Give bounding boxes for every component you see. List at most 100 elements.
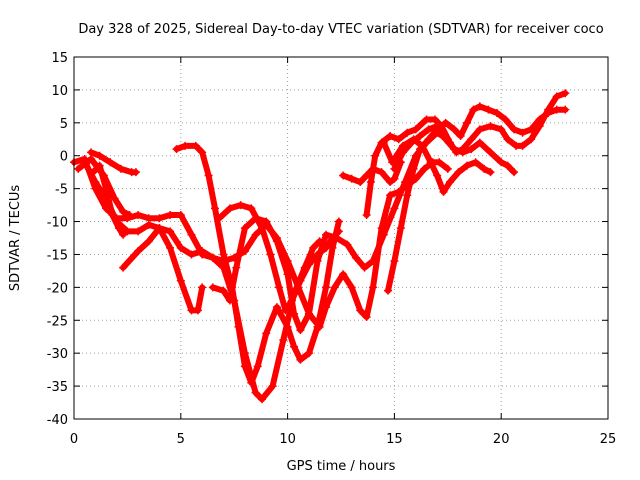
- data-point: [377, 168, 386, 177]
- data-point: [114, 224, 123, 233]
- data-point: [426, 158, 435, 167]
- data-point: [74, 164, 83, 173]
- data-point: [518, 128, 527, 137]
- data-point: [416, 131, 425, 140]
- data-point: [424, 125, 433, 134]
- data-point: [330, 283, 339, 292]
- y-tick-label: -30: [47, 347, 68, 362]
- x-tick-label: 10: [279, 432, 296, 447]
- data-point: [475, 125, 484, 134]
- data-point: [390, 257, 399, 266]
- data-point: [272, 237, 281, 246]
- data-point: [290, 309, 299, 318]
- data-point: [356, 306, 365, 315]
- data-point: [240, 224, 249, 233]
- data-point: [236, 201, 245, 210]
- data-point: [475, 102, 484, 111]
- y-tick-label: 15: [51, 51, 68, 66]
- data-point: [116, 164, 125, 173]
- data-point: [95, 161, 104, 170]
- y-tick-label: -10: [47, 216, 68, 231]
- data-point: [234, 322, 243, 331]
- data-point: [134, 227, 143, 236]
- data-point: [283, 270, 292, 279]
- data-point: [119, 263, 128, 272]
- data-point: [176, 276, 185, 285]
- data-point: [390, 174, 399, 183]
- data-point: [435, 158, 444, 167]
- data-point: [134, 247, 143, 256]
- data-point: [456, 131, 465, 140]
- data-point: [409, 164, 418, 173]
- data-point: [172, 145, 181, 154]
- data-point: [251, 230, 260, 239]
- data-point: [390, 204, 399, 213]
- data-point: [416, 145, 425, 154]
- data-point: [187, 230, 196, 239]
- data-point: [561, 105, 570, 114]
- data-point: [347, 174, 356, 183]
- data-point: [510, 125, 519, 134]
- data-point: [210, 204, 219, 213]
- data-point: [181, 141, 190, 150]
- x-tick-label: 0: [70, 432, 78, 447]
- data-point: [486, 168, 495, 177]
- data-point: [144, 237, 153, 246]
- data-point: [119, 230, 128, 239]
- data-point: [225, 204, 234, 213]
- data-point: [322, 243, 331, 252]
- series-track-14: [385, 103, 569, 294]
- data-point: [497, 158, 506, 167]
- data-point: [420, 164, 429, 173]
- data-point: [383, 286, 392, 295]
- data-point: [257, 224, 266, 233]
- data-point: [266, 250, 275, 259]
- data-point: [433, 171, 442, 180]
- data-point: [87, 155, 96, 164]
- data-point: [123, 227, 132, 236]
- data-point: [322, 230, 331, 239]
- data-point: [110, 194, 119, 203]
- data-point: [386, 131, 395, 140]
- data-point: [187, 250, 196, 259]
- data-point: [272, 303, 281, 312]
- data-point: [379, 230, 388, 239]
- data-point: [339, 171, 348, 180]
- data-point: [198, 247, 207, 256]
- data-point: [193, 306, 202, 315]
- y-tick-label: -5: [55, 183, 68, 198]
- data-point: [433, 125, 442, 134]
- data-point: [106, 158, 115, 167]
- data-point: [503, 161, 512, 170]
- data-point: [396, 224, 405, 233]
- data-point: [430, 115, 439, 124]
- data-point: [283, 322, 292, 331]
- data-point: [439, 187, 448, 196]
- x-tick-label: 25: [600, 432, 617, 447]
- y-tick-label: 5: [60, 117, 68, 132]
- data-point: [296, 355, 305, 364]
- data-point: [176, 243, 185, 252]
- data-point: [343, 240, 352, 249]
- data-point: [527, 135, 536, 144]
- data-point: [362, 312, 371, 321]
- data-point: [379, 138, 388, 147]
- data-point: [486, 148, 495, 157]
- y-tick-label: -35: [47, 380, 68, 395]
- data-point: [176, 210, 185, 219]
- data-point: [492, 108, 501, 117]
- data-point: [501, 115, 510, 124]
- data-point: [360, 263, 369, 272]
- data-point: [296, 276, 305, 285]
- data-point: [204, 171, 213, 180]
- x-axis-label: GPS time / hours: [287, 459, 396, 474]
- data-point: [166, 210, 175, 219]
- axis-ticks: 0 5 10 15 20 25 15 10 5 0 -5 -10 -15 -20 -25 -30 -35 -40: [47, 51, 617, 447]
- data-point: [503, 135, 512, 144]
- data-point: [219, 257, 228, 266]
- data-point: [362, 210, 371, 219]
- data-point: [108, 210, 117, 219]
- data-point: [219, 286, 228, 295]
- data-point: [561, 89, 570, 98]
- data-point: [134, 210, 143, 219]
